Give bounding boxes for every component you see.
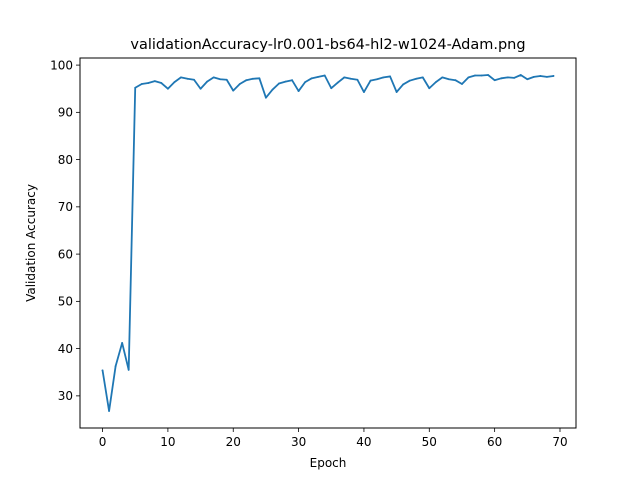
data-point: [291, 79, 293, 82]
data-point: [199, 87, 202, 90]
y-axis: 30 40 50 60 70 80 90 100: [50, 58, 80, 403]
y-tick-label: 40: [58, 342, 73, 356]
data-point: [480, 74, 483, 77]
data-point: [356, 78, 359, 81]
plot-area: [101, 74, 555, 412]
data-point: [382, 76, 385, 79]
data-point: [336, 81, 339, 84]
data-point: [193, 78, 195, 81]
data-point: [265, 96, 267, 99]
data-point: [402, 83, 405, 86]
x-tick-label: 50: [422, 435, 437, 449]
chart-title: validationAccuracy-lr0.001-bs64-hl2-w102…: [130, 37, 525, 53]
data-point: [310, 77, 313, 80]
y-tick-label: 70: [58, 200, 73, 214]
data-point: [278, 82, 280, 85]
data-point: [271, 88, 274, 91]
data-point: [474, 74, 476, 77]
data-point: [428, 87, 431, 90]
data-point: [173, 81, 176, 83]
data-point: [434, 81, 437, 83]
data-point: [363, 91, 365, 93]
data-point: [180, 76, 182, 79]
data-point: [369, 79, 372, 82]
data-point: [461, 83, 463, 85]
x-tick-label: 60: [487, 435, 502, 449]
series-line: [101, 74, 555, 412]
data-point: [493, 79, 496, 82]
x-tick-label: 10: [160, 435, 175, 449]
data-point: [376, 78, 378, 81]
x-tick-label: 40: [356, 435, 371, 449]
x-tick-label: 0: [99, 435, 107, 449]
data-point: [487, 74, 490, 76]
axes-frame: [79, 57, 577, 429]
data-point: [546, 76, 548, 78]
data-point: [441, 76, 444, 79]
data-point: [421, 76, 424, 79]
x-axis: 0 10 20 30 40 50 60 70: [99, 428, 568, 449]
data-point: [206, 80, 209, 83]
data-point: [284, 80, 287, 83]
data-point: [395, 91, 398, 93]
data-point: [323, 74, 326, 77]
data-point: [232, 89, 235, 92]
data-point: [219, 78, 222, 81]
data-point: [408, 79, 411, 82]
y-tick-label: 80: [58, 153, 73, 167]
x-axis-label: Epoch: [310, 456, 347, 470]
data-point: [415, 77, 418, 80]
data-point: [140, 83, 143, 85]
data-point: [134, 86, 137, 89]
data-point: [448, 78, 450, 81]
data-point: [114, 365, 117, 367]
x-tick-label: 20: [226, 435, 241, 449]
y-axis-label: Validation Accuracy: [24, 184, 38, 302]
data-point: [304, 81, 307, 83]
data-point: [166, 87, 169, 90]
data-point: [500, 77, 503, 80]
data-point: [186, 77, 189, 80]
y-tick-label: 100: [50, 58, 73, 72]
y-tick-label: 30: [58, 389, 73, 403]
data-point: [539, 75, 542, 77]
data-point: [317, 76, 320, 78]
data-point: [160, 82, 163, 84]
data-point: [513, 76, 516, 79]
data-point: [153, 80, 156, 83]
y-tick-label: 60: [58, 247, 73, 261]
data-point: [467, 76, 470, 79]
data-point: [121, 342, 124, 344]
data-point: [389, 75, 391, 78]
data-point: [330, 87, 333, 90]
data-point: [212, 76, 215, 79]
data-point: [251, 77, 254, 80]
data-point: [532, 76, 535, 78]
x-tick-label: 30: [291, 435, 306, 449]
data-point: [147, 82, 150, 84]
y-tick-label: 50: [58, 295, 73, 309]
data-point: [552, 75, 555, 77]
data-point: [349, 77, 352, 80]
data-point: [238, 83, 241, 85]
x-tick-label: 70: [552, 435, 567, 449]
data-point: [454, 79, 457, 82]
data-point: [258, 77, 261, 80]
data-point: [519, 74, 522, 76]
data-point: [245, 79, 248, 82]
data-point: [297, 90, 300, 92]
y-tick-label: 90: [58, 106, 73, 120]
data-point: [127, 368, 130, 371]
data-point: [343, 76, 346, 79]
data-point: [526, 78, 529, 81]
data-point: [101, 369, 104, 372]
data-point: [108, 410, 110, 412]
data-point: [225, 78, 228, 81]
data-point: [506, 76, 509, 79]
